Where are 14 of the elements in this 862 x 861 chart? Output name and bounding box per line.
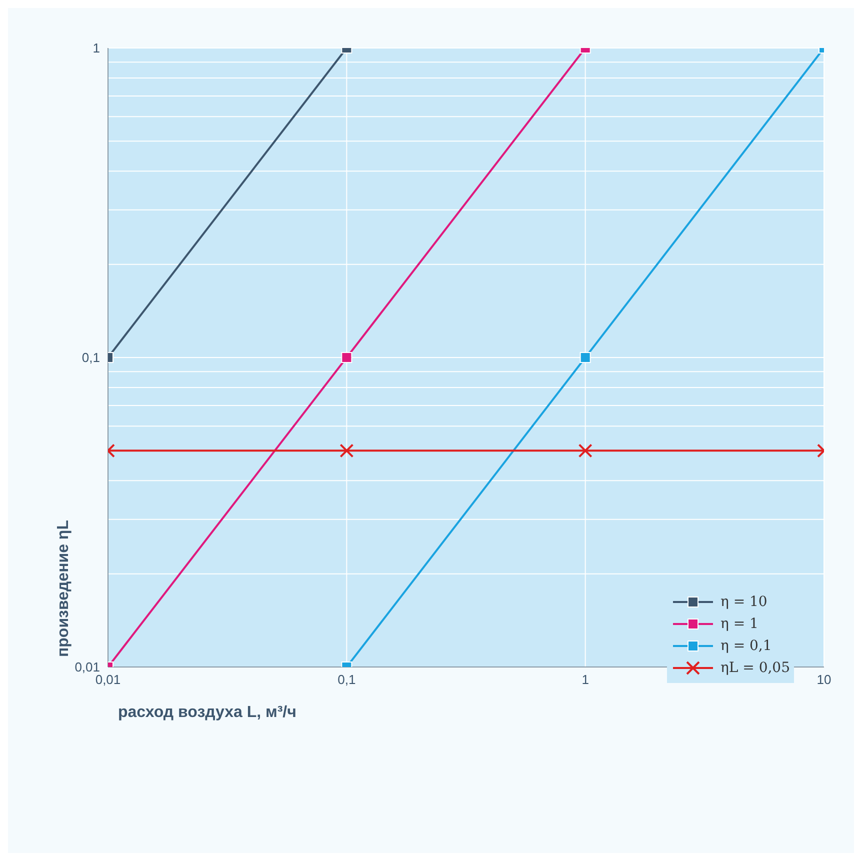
y-axis-title: произведение ηL	[55, 520, 72, 657]
x-tick-label: 0,1	[338, 672, 356, 688]
point	[341, 352, 352, 363]
legend-label: η = 1	[720, 616, 758, 632]
y-tick-label: 0,01	[74, 660, 100, 675]
legend-label: η = 10	[720, 594, 768, 610]
legend-label: η = 0,1	[720, 638, 772, 654]
x-tick-label: 1	[582, 672, 589, 688]
legend-label: ηL = 0,05	[720, 660, 790, 676]
y-tick-label: 0,1	[82, 350, 100, 366]
y-tick-label: 1	[92, 40, 100, 56]
x-tick-label: 0,01	[95, 672, 121, 688]
x-tick-label: 10	[816, 672, 832, 688]
x-axis-title: расход воздуха L, м³/ч	[118, 704, 296, 721]
